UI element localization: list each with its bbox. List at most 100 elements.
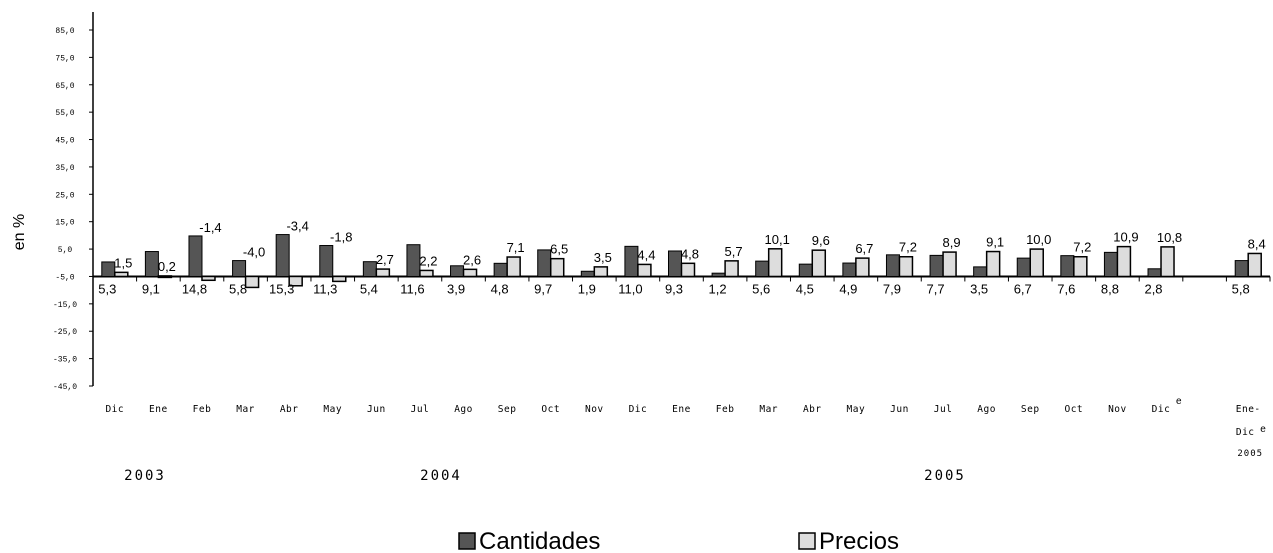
bar-cantidades [842,262,857,277]
data-label-cantidades: 6,7 [1014,281,1032,296]
x-tick-label: Feb [716,404,735,415]
x-tick-label: Abr [803,404,822,415]
bars [101,234,1262,289]
x-tick-label: Ene [672,404,691,415]
data-label-precios: 7,2 [1073,240,1091,255]
x-tick-superscript: e [1260,424,1266,435]
data-label-precios: 10,8 [1157,230,1182,245]
legend: Cantidades Precios [458,528,899,553]
x-axis-ticks: Dic Ene Feb Mar Abr May Jun Jul Ago Sep Oct Nov Dic E… [92,275,1271,459]
x-tick-label: Dic [105,404,124,415]
bar-cantidades [144,251,159,277]
x-tick-label: Mar [759,404,778,415]
bar-cantidades [798,263,813,277]
data-label-precios: 6,5 [550,242,568,257]
y-tick-label: -15,0 [53,301,77,310]
data-label-cantidades: 3,5 [970,281,988,296]
bar-precios [244,275,260,289]
year-label: 2004 [420,468,462,484]
y-tick-label: -45,0 [53,383,77,392]
data-label-cantidades: 9,1 [142,281,160,296]
data-label-cantidades: 5,6 [752,281,770,296]
data-label-cantidades: 9,3 [665,281,683,296]
x-tick-superscript: e [1176,396,1182,407]
y-axis-label: en % [11,214,28,250]
bar-cantidades [188,235,203,277]
bar-precios [811,249,827,278]
data-label-cantidades: 7,7 [927,281,945,296]
x-tick-label: Nov [1108,404,1127,415]
y-axis: 85,0 75,0 65,0 55,0 45,0 35,0 25,0 15,0 5,0 -5,0 -… [53,12,94,392]
data-label-precios: 9,6 [812,233,830,248]
bar-cantidades [929,254,944,277]
bar-cantidades [319,245,334,277]
bar-cantidades [101,261,116,277]
bar-precios [680,262,696,278]
data-label-precios: 3,5 [594,250,612,265]
bar-precios [419,269,434,278]
data-label-precios: 10,1 [765,232,790,247]
bar-cantidades [668,250,682,277]
data-label-cantidades: 7,9 [883,281,901,296]
data-label-precios: -1,8 [330,230,352,245]
x-tick-label: Jun [367,404,386,415]
data-label-cantidades: 8,8 [1101,281,1119,296]
bar-cantidades [580,270,595,277]
x-tick-label: Mar [236,404,255,415]
x-tick-label: Jul [411,404,430,415]
legend-label-cantidades: Cantidades [479,528,600,553]
data-label-precios: 10,0 [1026,232,1051,247]
x-tick-label: Ago [977,404,996,415]
y-tick-label: 15,0 [55,219,74,228]
bar-precios [855,257,870,278]
bar-precios [288,275,303,287]
x-tick-label: May [847,404,866,415]
x-tick-label-line2: Dic [1236,427,1255,438]
bar-precios [593,266,609,278]
data-label-cantidades: 5,4 [360,281,378,296]
bar-cantidades [1016,257,1031,277]
bar-cantidades [493,262,508,277]
y-tick-label: 25,0 [55,191,74,200]
y-tick-label: 85,0 [55,27,74,36]
data-labels: 5,3 1,5 9,1 0,2 14,8 -1,4 5,8 -4,0 15,3 -3,4 11,3 -… [98,219,1265,297]
x-tick-label: May [323,404,342,415]
bar-cantidades [537,249,552,277]
data-label-precios: -4,0 [243,245,265,260]
data-label-precios: 2,7 [376,252,394,267]
data-label-precios: -3,4 [286,219,308,234]
y-tick-label: 5,0 [58,246,73,255]
x-tick-label: Abr [280,404,299,415]
bar-precios [462,268,478,278]
y-tick-label: -5,0 [55,273,74,282]
bar-cantidades [362,261,377,277]
bar-cantidades [1103,251,1118,277]
y-tick-label: -25,0 [53,328,77,337]
data-label-precios: 2,6 [463,252,481,267]
data-label-cantidades: 4,9 [839,281,857,296]
data-label-cantidades: 9,7 [534,281,552,296]
data-label-precios: 4,8 [681,246,699,261]
data-label-cantidades: 1,2 [709,281,727,296]
data-label-cantidades: 11,3 [313,281,337,296]
x-tick-label: Jun [890,404,909,415]
legend-swatch-cantidades [458,532,476,550]
bar-cantidades [1147,268,1162,277]
data-label-precios: 2,2 [419,253,437,268]
y-tick-label: 45,0 [55,137,74,146]
data-label-precios: 8,9 [943,235,961,250]
bar-cantidades [885,254,900,277]
bar-precios [1073,255,1088,278]
data-label-cantidades: 5,8 [1232,281,1250,296]
data-label-precios: 1,5 [114,255,132,270]
x-tick-label: Jul [934,404,953,415]
bar-precios [157,275,173,279]
y-tick-label: 75,0 [55,54,74,63]
bar-cantidades [406,244,421,277]
bar-cantidades [755,260,770,277]
x-tick-label: Dic [629,404,648,415]
bar-cantidades [232,260,247,277]
data-label-cantidades: 4,5 [796,281,814,296]
year-labels: 2003 2004 2005 [124,468,964,484]
